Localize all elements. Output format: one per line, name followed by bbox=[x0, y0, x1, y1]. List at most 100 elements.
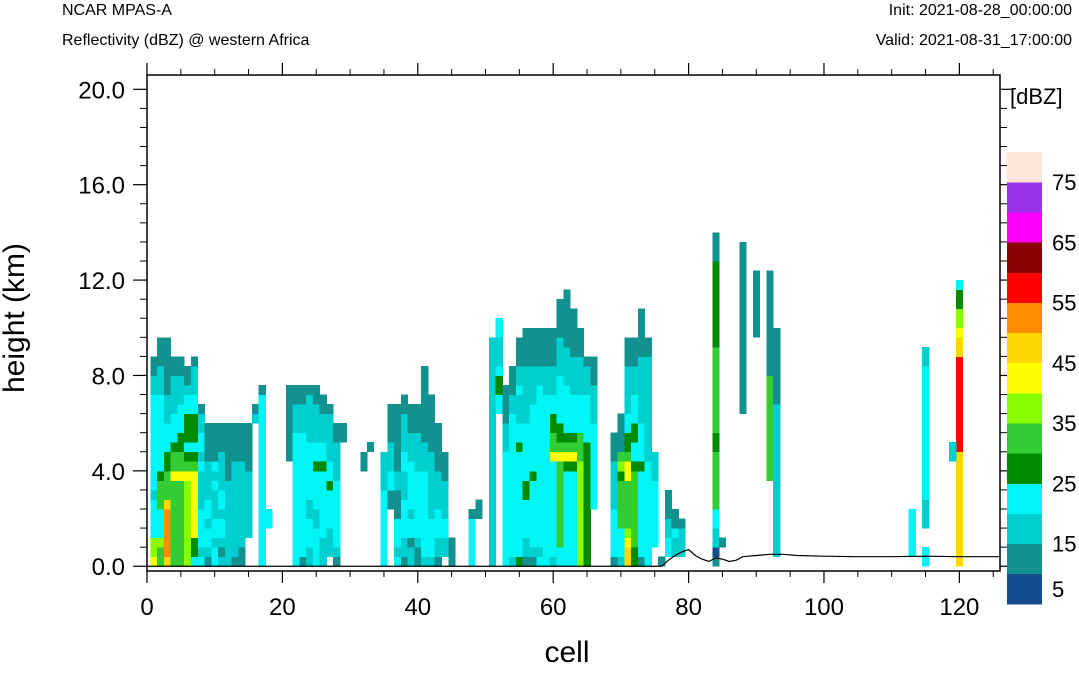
reflectivity-cell bbox=[292, 499, 300, 510]
reflectivity-cell bbox=[170, 423, 178, 434]
reflectivity-cell bbox=[529, 480, 537, 491]
reflectivity-cell bbox=[610, 556, 618, 567]
reflectivity-cell bbox=[306, 480, 314, 491]
reflectivity-cell bbox=[407, 537, 415, 548]
reflectivity-cell bbox=[394, 432, 402, 443]
reflectivity-cell bbox=[502, 461, 510, 472]
reflectivity-cell bbox=[908, 528, 916, 539]
reflectivity-cell bbox=[563, 318, 571, 329]
reflectivity-cell bbox=[617, 537, 625, 548]
reflectivity-cell bbox=[610, 547, 618, 558]
reflectivity-cell bbox=[522, 394, 530, 405]
reflectivity-cell bbox=[576, 556, 585, 567]
reflectivity-cell bbox=[556, 346, 564, 357]
reflectivity-cell bbox=[624, 413, 632, 424]
reflectivity-cell bbox=[414, 480, 422, 491]
colorbar-tick-label: 55 bbox=[1052, 291, 1076, 316]
reflectivity-cell bbox=[922, 509, 930, 519]
reflectivity-cell bbox=[515, 356, 524, 367]
reflectivity-cell bbox=[170, 547, 178, 558]
reflectivity-cell bbox=[380, 518, 388, 529]
reflectivity-cell bbox=[157, 556, 165, 567]
reflectivity-cell bbox=[177, 375, 185, 386]
reflectivity-cell bbox=[509, 461, 517, 472]
reflectivity-cell bbox=[177, 442, 185, 453]
reflectivity-cell bbox=[407, 442, 415, 453]
reflectivity-cell bbox=[651, 451, 659, 462]
reflectivity-cell bbox=[631, 356, 639, 367]
reflectivity-cell bbox=[529, 451, 537, 462]
reflectivity-cell bbox=[610, 499, 618, 510]
reflectivity-cell bbox=[956, 537, 964, 548]
reflectivity-cell bbox=[394, 470, 402, 481]
reflectivity-cell bbox=[238, 461, 246, 472]
reflectivity-cell bbox=[617, 413, 625, 424]
reflectivity-cell bbox=[150, 470, 158, 481]
reflectivity-cell bbox=[922, 556, 930, 567]
reflectivity-cell bbox=[529, 518, 537, 529]
reflectivity-cell bbox=[766, 375, 774, 386]
reflectivity-cell bbox=[427, 509, 436, 519]
reflectivity-cell bbox=[549, 327, 557, 338]
reflectivity-cell bbox=[556, 461, 564, 472]
reflectivity-cell bbox=[563, 299, 571, 310]
reflectivity-cell bbox=[245, 432, 253, 443]
reflectivity-cell bbox=[319, 547, 327, 558]
reflectivity-cell bbox=[400, 489, 409, 500]
reflectivity-cell bbox=[427, 442, 436, 453]
reflectivity-cell bbox=[163, 509, 172, 519]
reflectivity-cell bbox=[157, 404, 165, 415]
reflectivity-cell bbox=[549, 442, 557, 453]
reflectivity-cell bbox=[184, 499, 192, 510]
reflectivity-cell bbox=[224, 509, 233, 519]
reflectivity-cell bbox=[766, 432, 774, 443]
reflectivity-cell bbox=[163, 413, 172, 424]
reflectivity-cell bbox=[509, 423, 517, 434]
reflectivity-cell bbox=[306, 528, 314, 539]
reflectivity-cell bbox=[231, 556, 239, 567]
reflectivity-cell bbox=[312, 509, 321, 519]
reflectivity-cell bbox=[204, 489, 212, 500]
reflectivity-cell bbox=[427, 489, 436, 500]
reflectivity-cell bbox=[610, 432, 618, 443]
reflectivity-cell bbox=[637, 451, 645, 462]
reflectivity-cell bbox=[543, 489, 551, 500]
reflectivity-cell bbox=[170, 509, 178, 519]
reflectivity-cell bbox=[576, 528, 585, 539]
reflectivity-cell bbox=[563, 337, 571, 348]
reflectivity-cell bbox=[488, 346, 497, 357]
reflectivity-cell bbox=[671, 547, 679, 558]
reflectivity-cell bbox=[400, 423, 409, 434]
reflectivity-cell bbox=[610, 528, 618, 539]
reflectivity-cell bbox=[177, 432, 185, 443]
reflectivity-cell bbox=[380, 537, 388, 548]
reflectivity-cell bbox=[563, 375, 571, 386]
reflectivity-cell bbox=[163, 442, 172, 453]
reflectivity-cell bbox=[421, 413, 429, 424]
colorbar-unit-label: [dBZ] bbox=[1010, 84, 1063, 109]
reflectivity-cell bbox=[488, 365, 497, 376]
reflectivity-cell bbox=[488, 442, 497, 453]
reflectivity-cell bbox=[177, 413, 185, 424]
reflectivity-cell bbox=[427, 518, 436, 529]
reflectivity-cell bbox=[515, 518, 524, 529]
reflectivity-cell bbox=[367, 442, 375, 453]
reflectivity-cell bbox=[258, 404, 266, 415]
reflectivity-cell bbox=[238, 499, 246, 510]
reflectivity-cell bbox=[218, 432, 226, 443]
reflectivity-cell bbox=[576, 413, 585, 424]
reflectivity-cell bbox=[285, 385, 293, 395]
reflectivity-cell bbox=[394, 509, 402, 519]
reflectivity-cell bbox=[333, 470, 341, 481]
reflectivity-cell bbox=[570, 499, 578, 510]
reflectivity-cell bbox=[509, 518, 517, 529]
reflectivity-cell bbox=[922, 346, 930, 357]
reflectivity-cell bbox=[245, 509, 253, 519]
reflectivity-cell bbox=[712, 451, 720, 462]
reflectivity-cell bbox=[468, 537, 476, 548]
reflectivity-cell bbox=[360, 451, 368, 462]
reflectivity-cell bbox=[177, 528, 185, 539]
reflectivity-cell bbox=[441, 451, 449, 462]
reflectivity-cell bbox=[773, 423, 781, 434]
reflectivity-cell bbox=[590, 442, 598, 453]
